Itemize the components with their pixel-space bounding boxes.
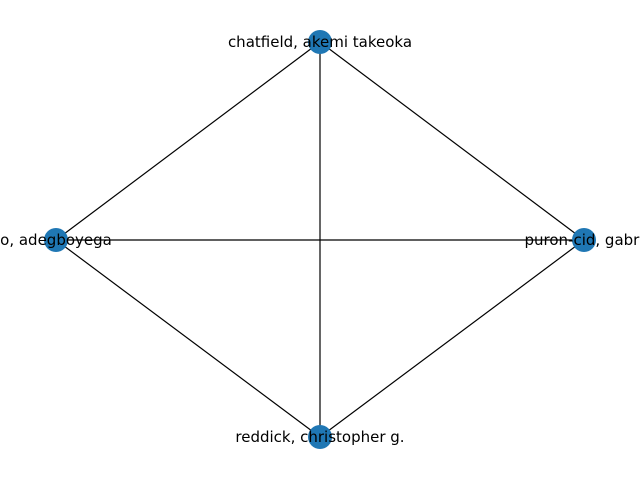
node-adegboyega bbox=[44, 228, 68, 252]
node-label-chatfield: chatfield, akemi takeoka bbox=[228, 33, 412, 51]
graph-nodes bbox=[44, 30, 596, 449]
graph-edges bbox=[55, 41, 585, 438]
node-puron bbox=[572, 228, 596, 252]
node-reddick bbox=[308, 425, 332, 449]
edge-chatfield-adegboyega bbox=[55, 41, 321, 241]
node-chatfield bbox=[308, 30, 332, 54]
edge-chatfield-puron bbox=[319, 41, 585, 241]
node-label-reddick: reddick, christopher g. bbox=[235, 428, 404, 446]
edge-puron-reddick bbox=[319, 239, 585, 438]
node-label-puron: puron-cid, gabri bbox=[524, 231, 640, 249]
node-label-adegboyega: o, adegboyega bbox=[0, 231, 112, 249]
graph-labels: chatfield, akemi takeoka o, adegboyega pur… bbox=[0, 33, 640, 446]
edge-adegboyega-reddick bbox=[55, 239, 321, 438]
